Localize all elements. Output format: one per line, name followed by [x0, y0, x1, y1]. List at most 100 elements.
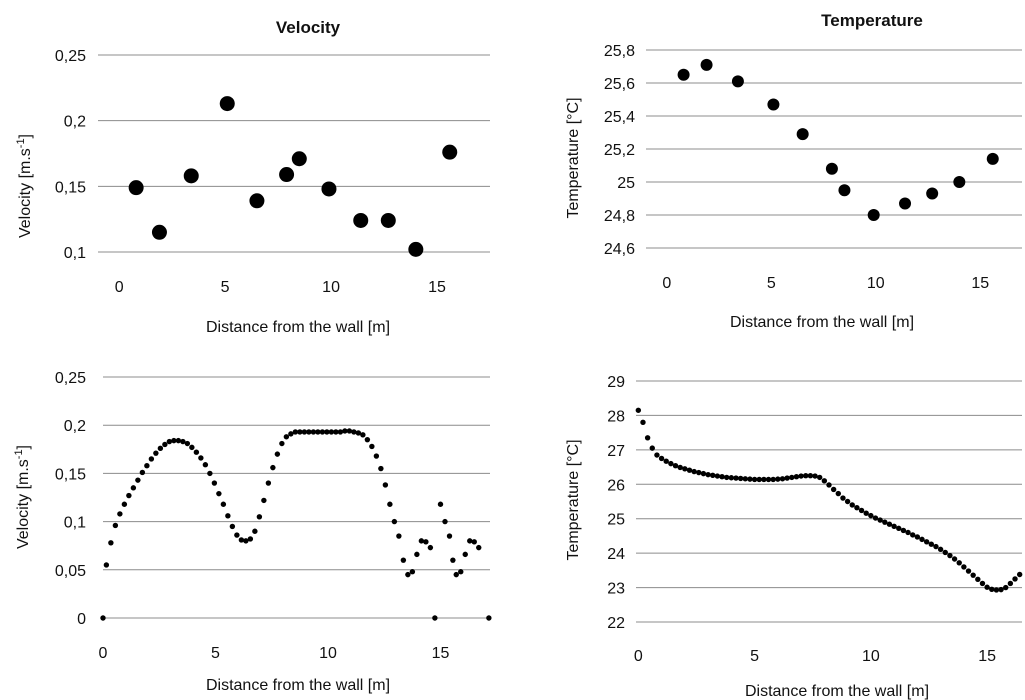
- data-point: [849, 502, 855, 508]
- data-point: [279, 440, 285, 447]
- data-point: [238, 537, 245, 543]
- data-point: [355, 430, 362, 436]
- data-point: [274, 451, 281, 457]
- data-point: [225, 513, 231, 519]
- y-tick-label: 25: [617, 175, 635, 192]
- temperature-profile-chart: 22 23 24 25 26 27 28 29 0 5 10 15 Distance from th…: [565, 374, 1023, 700]
- y-tick-label: 27: [607, 443, 625, 460]
- data-point: [807, 472, 814, 479]
- data-point: [882, 519, 888, 525]
- data-point: [640, 419, 646, 426]
- x-tick-label: 5: [750, 648, 759, 665]
- data-point: [319, 429, 326, 435]
- data-point: [737, 475, 744, 482]
- data-point: [353, 212, 369, 228]
- y-tick-label: 24: [607, 546, 625, 563]
- data-point: [183, 168, 199, 184]
- data-point: [261, 497, 267, 504]
- data-point: [103, 562, 110, 568]
- data-point: [970, 572, 976, 578]
- data-point: [710, 472, 716, 479]
- data-point: [926, 187, 939, 200]
- data-point: [315, 429, 321, 435]
- data-point: [291, 151, 307, 167]
- data-point: [256, 514, 263, 520]
- data-point: [121, 501, 128, 507]
- y-tick-label: 0,25: [55, 48, 86, 65]
- data-point: [476, 544, 482, 551]
- data-point: [723, 474, 730, 481]
- data-point: [658, 455, 665, 462]
- data-point: [840, 495, 846, 501]
- data-point: [700, 470, 707, 477]
- data-point: [923, 539, 930, 545]
- data-point: [135, 477, 141, 483]
- data-point: [437, 501, 444, 507]
- data-point: [139, 469, 146, 476]
- data-point: [462, 551, 468, 558]
- data-point: [989, 586, 995, 592]
- data-point: [346, 428, 353, 434]
- velocity-scatter-chart: Velocity 0,1 0,15 0,2 0,25 0 5 10 15 Distance …: [15, 18, 490, 336]
- data-point: [868, 512, 874, 519]
- data-point: [153, 450, 159, 456]
- data-point: [696, 469, 702, 476]
- data-point: [184, 440, 191, 447]
- data-point: [677, 464, 683, 471]
- data-point: [947, 552, 953, 559]
- chart-title: Temperature: [821, 11, 923, 30]
- y-tick-label: 25,8: [604, 43, 635, 60]
- data-point: [288, 431, 294, 437]
- data-point: [835, 490, 842, 497]
- x-tick-label: 10: [867, 275, 885, 292]
- temperature-scatter-chart: Temperature 24,6 24,8 25 25,2 25,4 25,6 25,8 0…: [565, 11, 1022, 331]
- x-axis-title: Distance from the wall [m]: [730, 314, 914, 331]
- data-point: [427, 544, 434, 551]
- data-point: [418, 538, 425, 544]
- data-point: [364, 436, 371, 443]
- data-point: [672, 462, 679, 469]
- data-point: [151, 224, 167, 240]
- data-point: [896, 525, 902, 532]
- data-point: [216, 490, 222, 497]
- data-point: [171, 437, 177, 444]
- data-point: [321, 181, 337, 197]
- data-point: [400, 557, 407, 563]
- data-point: [198, 455, 204, 461]
- data-point: [984, 584, 990, 590]
- data-point: [686, 467, 693, 473]
- data-point: [442, 144, 458, 160]
- data-point: [219, 96, 235, 112]
- data-point: [770, 476, 776, 483]
- data-point: [714, 473, 721, 479]
- y-tick-label: 0,05: [55, 563, 86, 580]
- chart-title: Velocity: [276, 18, 341, 37]
- data-point: [942, 549, 948, 556]
- data-point: [166, 438, 173, 445]
- data-point: [747, 476, 753, 482]
- data-point: [1003, 584, 1009, 591]
- data-point: [414, 551, 420, 558]
- data-point: [928, 541, 935, 547]
- data-point: [175, 437, 182, 444]
- data-point: [654, 452, 660, 458]
- data-point: [756, 476, 762, 483]
- data-point: [751, 476, 758, 483]
- data-point: [825, 162, 838, 175]
- data-point: [486, 615, 492, 621]
- data-point: [108, 540, 114, 546]
- data-point: [796, 128, 809, 141]
- y-axis-title: Velocity [m.s-1]: [15, 134, 34, 238]
- data-point: [117, 511, 123, 517]
- data-point: [789, 474, 795, 481]
- data-point: [270, 464, 276, 471]
- data-point: [396, 533, 402, 539]
- x-axis-title: Distance from the wall [m]: [745, 683, 929, 700]
- x-tick-label: 0: [115, 279, 124, 296]
- data-point: [409, 569, 416, 575]
- x-tick-label: 10: [319, 645, 337, 662]
- data-point: [779, 476, 786, 482]
- data-point: [387, 501, 393, 507]
- data-point: [775, 476, 781, 482]
